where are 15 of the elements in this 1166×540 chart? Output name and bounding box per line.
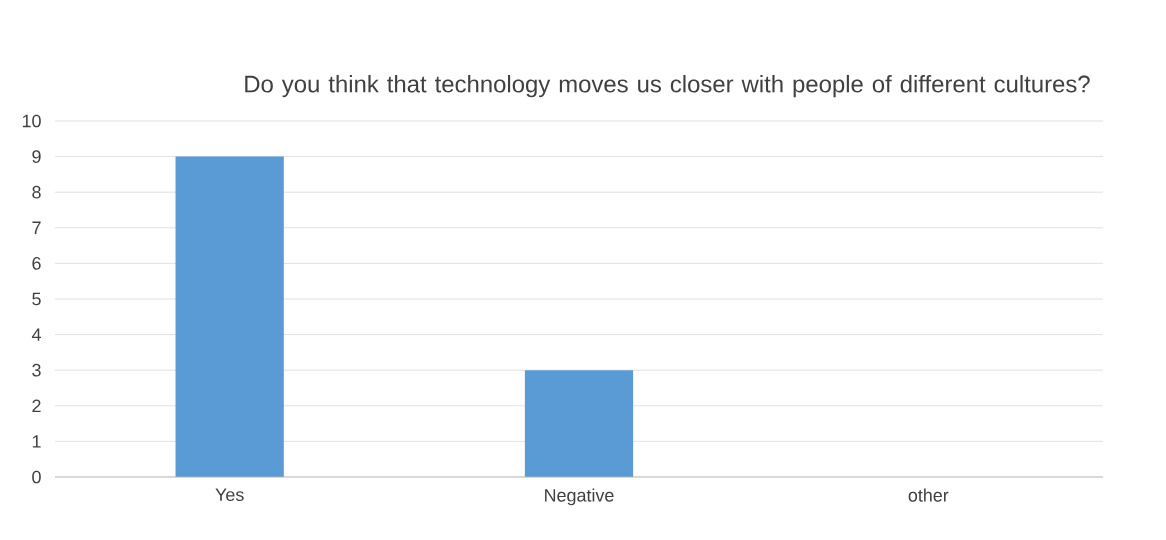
chart-title: Do you think that technology moves us closer with people of different cultures? [245,74,1090,98]
y-tick-label: 8 [32,185,41,199]
x-tick-label: Negative [545,488,614,506]
y-tick-label: 2 [32,399,41,413]
y-tick-label: 4 [31,328,41,341]
y-tick-label: 1 [32,435,41,448]
x-tick-label: Yes [215,488,244,502]
x-tick-label: other [908,488,949,502]
y-tick-label: 7 [32,221,41,234]
y-tick-label: 5 [32,292,41,306]
y-tick-label: 10 [22,114,41,128]
y-tick-label: 9 [32,150,41,163]
y-tick-label: 3 [32,363,41,377]
y-tick-label: 0 [32,470,41,484]
y-tick-label: 6 [32,257,41,270]
